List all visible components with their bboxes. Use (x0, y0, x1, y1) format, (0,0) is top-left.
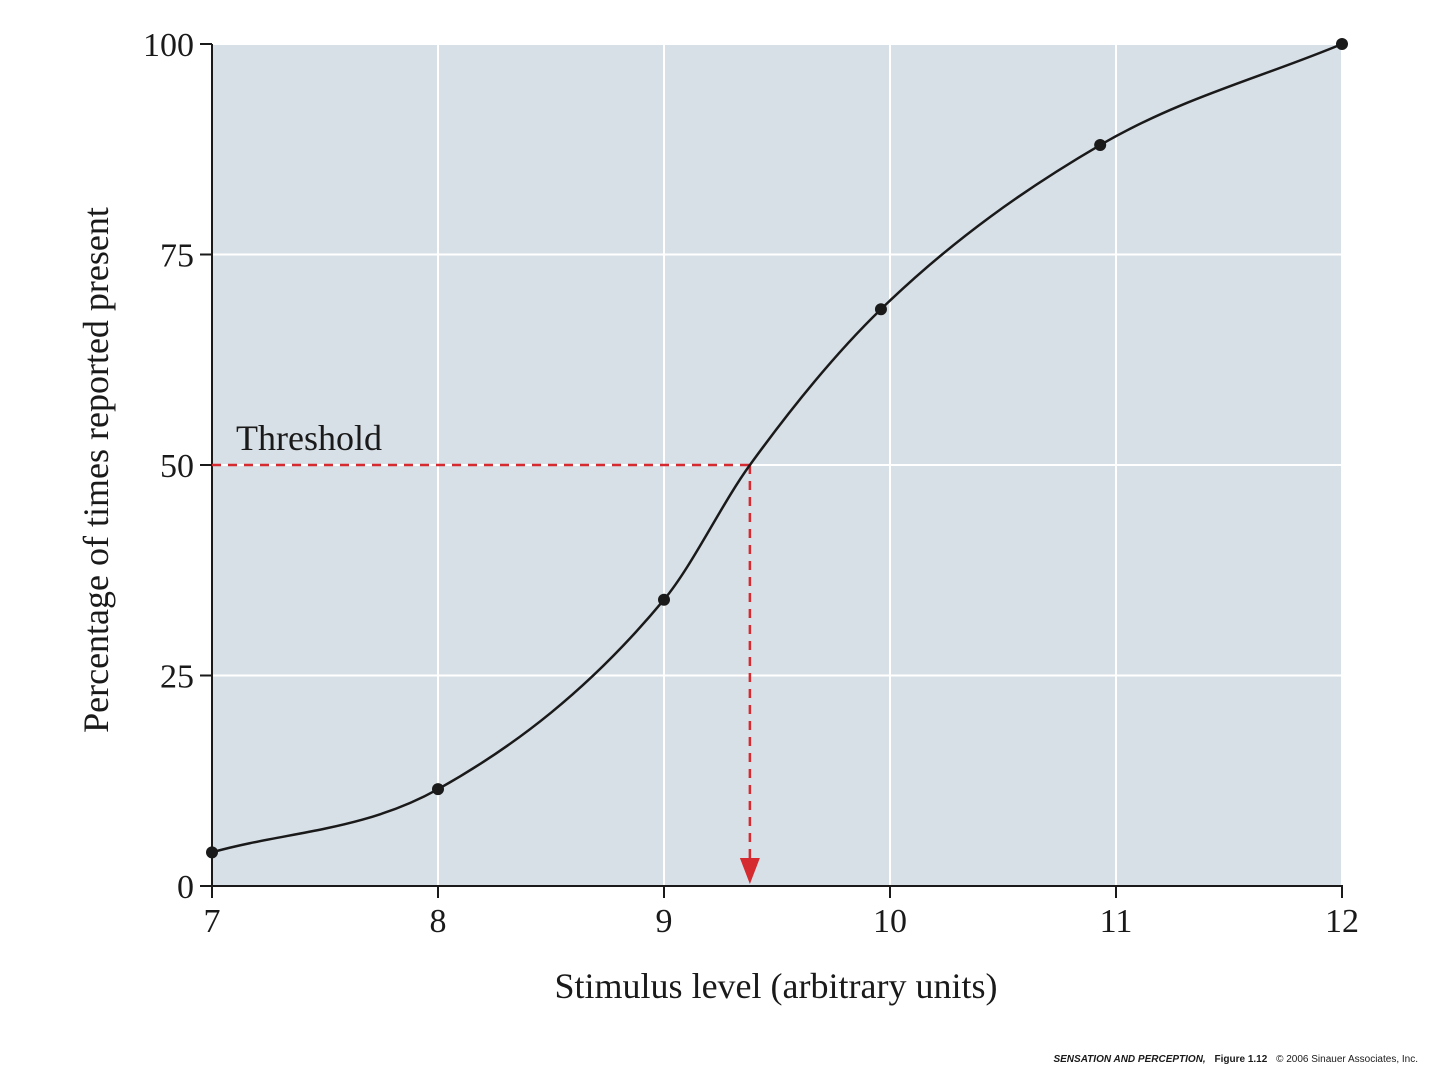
credit-book: SENSATION AND PERCEPTION, (1053, 1054, 1205, 1065)
data-point (206, 846, 218, 859)
data-point (432, 783, 444, 796)
y-tick-label: 100 (143, 27, 194, 64)
data-point (1094, 139, 1107, 152)
x-tick-label: 10 (873, 903, 907, 940)
y-tick-label: 25 (160, 659, 194, 696)
y-tick-label: 50 (160, 448, 194, 485)
data-point (874, 303, 887, 316)
data-points (206, 38, 1348, 859)
y-axis-title: Percentage of times reported present (76, 207, 116, 733)
threshold-lines (212, 463, 760, 884)
x-tick-label: 11 (1100, 903, 1133, 940)
threshold-label: Threshold (236, 418, 382, 458)
data-point (1336, 38, 1348, 50)
threshold-arrow-icon (739, 858, 760, 884)
x-tick-label: 9 (656, 903, 673, 940)
x-tick-label: 12 (1325, 903, 1359, 940)
figure-credit: SENSATION AND PERCEPTION, Figure 1.12 © … (1053, 1054, 1418, 1065)
y-tick-label: 75 (160, 238, 194, 275)
x-tick-label: 7 (204, 903, 221, 940)
x-axis-title: Stimulus level (arbitrary units) (555, 966, 998, 1006)
credit-figure: Figure 1.12 (1215, 1054, 1268, 1065)
x-tick-label: 8 (430, 903, 447, 940)
y-tick-label: 0 (177, 869, 194, 906)
credit-copyright: © 2006 Sinauer Associates, Inc. (1276, 1054, 1418, 1065)
data-point (658, 593, 670, 606)
tick-labels: 7 8 9 10 11 12 0 25 50 75 100 (143, 27, 1359, 940)
